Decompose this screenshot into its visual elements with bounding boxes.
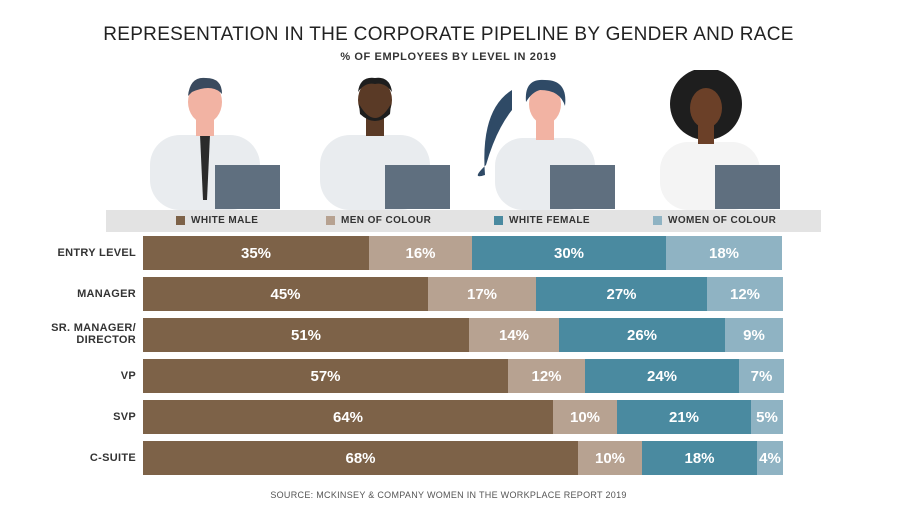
- bar-segment: 68%: [143, 441, 578, 475]
- bar-segment: 5%: [751, 400, 783, 434]
- data-label: 35%: [240, 244, 272, 262]
- data-label: 30%: [553, 244, 585, 262]
- data-label: 10%: [594, 449, 626, 467]
- data-label: 17%: [466, 285, 498, 303]
- data-label: 24%: [646, 367, 678, 385]
- bar-segment: 10%: [578, 441, 642, 475]
- row-label: SR. MANAGER/DIRECTOR: [51, 322, 136, 346]
- data-label: 12%: [729, 285, 761, 303]
- data-label: 12%: [531, 367, 562, 385]
- legend-item-white-female: WHITE FEMALE: [494, 215, 590, 226]
- data-label: 27%: [606, 285, 637, 303]
- data-label: 16%: [405, 244, 436, 262]
- legend-label: WOMEN OF COLOUR: [668, 215, 777, 226]
- stacked-bar-chart: ENTRY LEVEL 35% 16% 30% 18% MANAGER 45% 17% 27% 1…: [0, 236, 897, 476]
- bar-segment: 24%: [585, 359, 739, 393]
- people-illustration: [150, 70, 780, 210]
- legend-swatch: [176, 216, 185, 225]
- bar-segment: 26%: [559, 318, 725, 352]
- bar-segment: 10%: [553, 400, 617, 434]
- white-female-figure: [477, 79, 615, 210]
- legend: WHITE MALE MEN OF COLOUR WHITE FEMALE WO…: [106, 210, 821, 232]
- data-label: 7%: [750, 367, 773, 385]
- row-label: C-SUITE: [89, 452, 136, 464]
- white-male-figure: [150, 77, 280, 210]
- data-label: 10%: [569, 408, 601, 426]
- data-label: 4%: [759, 449, 781, 467]
- data-label: 64%: [332, 408, 364, 426]
- bar-segment: 16%: [369, 236, 472, 270]
- legend-swatch: [653, 216, 662, 225]
- bar-segment: 7%: [739, 359, 784, 393]
- bar-segment: 30%: [472, 236, 666, 270]
- data-label: 14%: [498, 326, 530, 344]
- data-label: 9%: [743, 326, 765, 344]
- bar-segment: 21%: [617, 400, 751, 434]
- bar-segment: 18%: [666, 236, 782, 270]
- bar-segment: 18%: [642, 441, 757, 475]
- chart-title: REPRESENTATION IN THE CORPORATE PIPELINE…: [103, 24, 794, 45]
- bar-segment: 51%: [143, 318, 469, 352]
- legend-item-men-of-colour: MEN OF COLOUR: [326, 215, 431, 226]
- bar-segment: 64%: [143, 400, 553, 434]
- bar-segment: 45%: [143, 277, 428, 311]
- legend-label: WHITE FEMALE: [509, 215, 590, 226]
- data-label: 18%: [684, 449, 715, 467]
- legend-swatch: [494, 216, 503, 225]
- legend-item-white-male: WHITE MALE: [176, 215, 258, 226]
- bar-segment: 27%: [536, 277, 707, 311]
- bar-segment: 12%: [508, 359, 585, 393]
- legend-label: WHITE MALE: [191, 215, 259, 226]
- legend-item-women-of-colour: WOMEN OF COLOUR: [653, 215, 776, 226]
- bar-segment: 17%: [428, 277, 536, 311]
- row-label: MANAGER: [77, 288, 136, 300]
- man-of-colour-figure: [320, 77, 450, 210]
- bar-segment: 4%: [757, 441, 783, 475]
- data-label: 68%: [345, 449, 376, 467]
- data-label: 18%: [708, 244, 740, 262]
- data-label: 21%: [668, 408, 700, 426]
- woman-of-colour-figure: [660, 70, 780, 210]
- legend-swatch: [326, 216, 335, 225]
- row-label: SVP: [113, 411, 136, 423]
- bar-segment: 9%: [725, 318, 783, 352]
- bar-segment: 35%: [143, 236, 369, 270]
- data-label: 45%: [270, 285, 301, 303]
- legend-label: MEN OF COLOUR: [341, 215, 432, 226]
- data-label: 5%: [756, 408, 778, 426]
- row-label: ENTRY LEVEL: [57, 247, 136, 259]
- bar-segment: 57%: [143, 359, 508, 393]
- bar-segment: 14%: [469, 318, 559, 352]
- bar-segment: 12%: [707, 277, 783, 311]
- data-label: 57%: [310, 367, 341, 385]
- chart-subtitle: % OF EMPLOYEES BY LEVEL IN 2019: [340, 51, 557, 63]
- row-label: VP: [120, 370, 136, 382]
- data-label: 51%: [290, 326, 322, 344]
- source-note: SOURCE: MCKINSEY & COMPANY WOMEN IN THE …: [270, 490, 627, 500]
- data-label: 26%: [626, 326, 658, 344]
